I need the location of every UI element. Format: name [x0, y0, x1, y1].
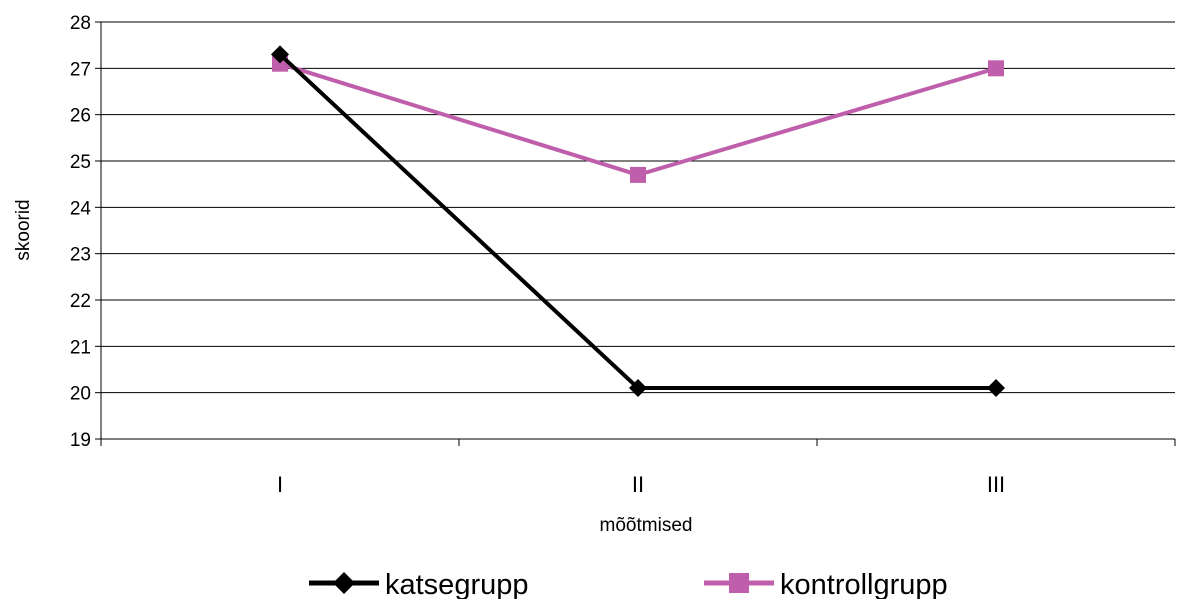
y-tick-label-22: 22 [70, 291, 91, 312]
gridlines [101, 21, 1175, 394]
series-katsegrupp [271, 45, 1005, 398]
legend-item-kontrollgrupp: kontrollgrupp [704, 569, 948, 599]
y-tick-label-28: 28 [70, 13, 91, 34]
y-axis-title: skoorid [13, 199, 34, 260]
y-tick-label-23: 23 [70, 245, 91, 266]
axes [95, 21, 1176, 446]
series-kontrollgrupp [272, 55, 1004, 183]
x-tick-label-II: II [632, 472, 644, 497]
y-tick-label-20: 20 [70, 384, 91, 405]
point-katsegrupp-II [629, 379, 647, 398]
line-katsegrupp [278, 52, 996, 391]
legend-label-katsegrupp: katsegrupp [385, 569, 529, 599]
line-kontrollgrupp [279, 61, 997, 177]
y-tick-label-24: 24 [70, 198, 92, 219]
x-tick-labels: I II III [277, 472, 1005, 497]
legend-swatch-marker [333, 572, 355, 594]
y-tick-label-25: 25 [70, 152, 91, 173]
point-katsegrupp-I [271, 45, 289, 64]
x-tick-label-I: I [277, 472, 283, 497]
legend: katsegrupp kontrollgrupp [309, 569, 948, 599]
y-tick-labels: 19 20 21 22 23 24 25 26 27 28 [70, 13, 92, 451]
x-tick-label-III: III [987, 472, 1005, 497]
legend-item-katsegrupp: katsegrupp [309, 569, 529, 599]
x-axis-title: mõõtmised [600, 515, 693, 536]
series-group [271, 45, 1005, 398]
legend-label-kontrollgrupp: kontrollgrupp [780, 569, 948, 599]
point-katsegrupp-III [987, 379, 1005, 398]
y-tick-label-27: 27 [70, 59, 91, 80]
y-tick-label-19: 19 [70, 430, 91, 451]
y-tick-label-26: 26 [70, 106, 91, 127]
point-kontrollgrupp-II [630, 166, 646, 183]
y-tick-label-21: 21 [70, 337, 91, 358]
point-kontrollgrupp-III [988, 60, 1004, 77]
legend-swatch-marker [729, 573, 749, 593]
